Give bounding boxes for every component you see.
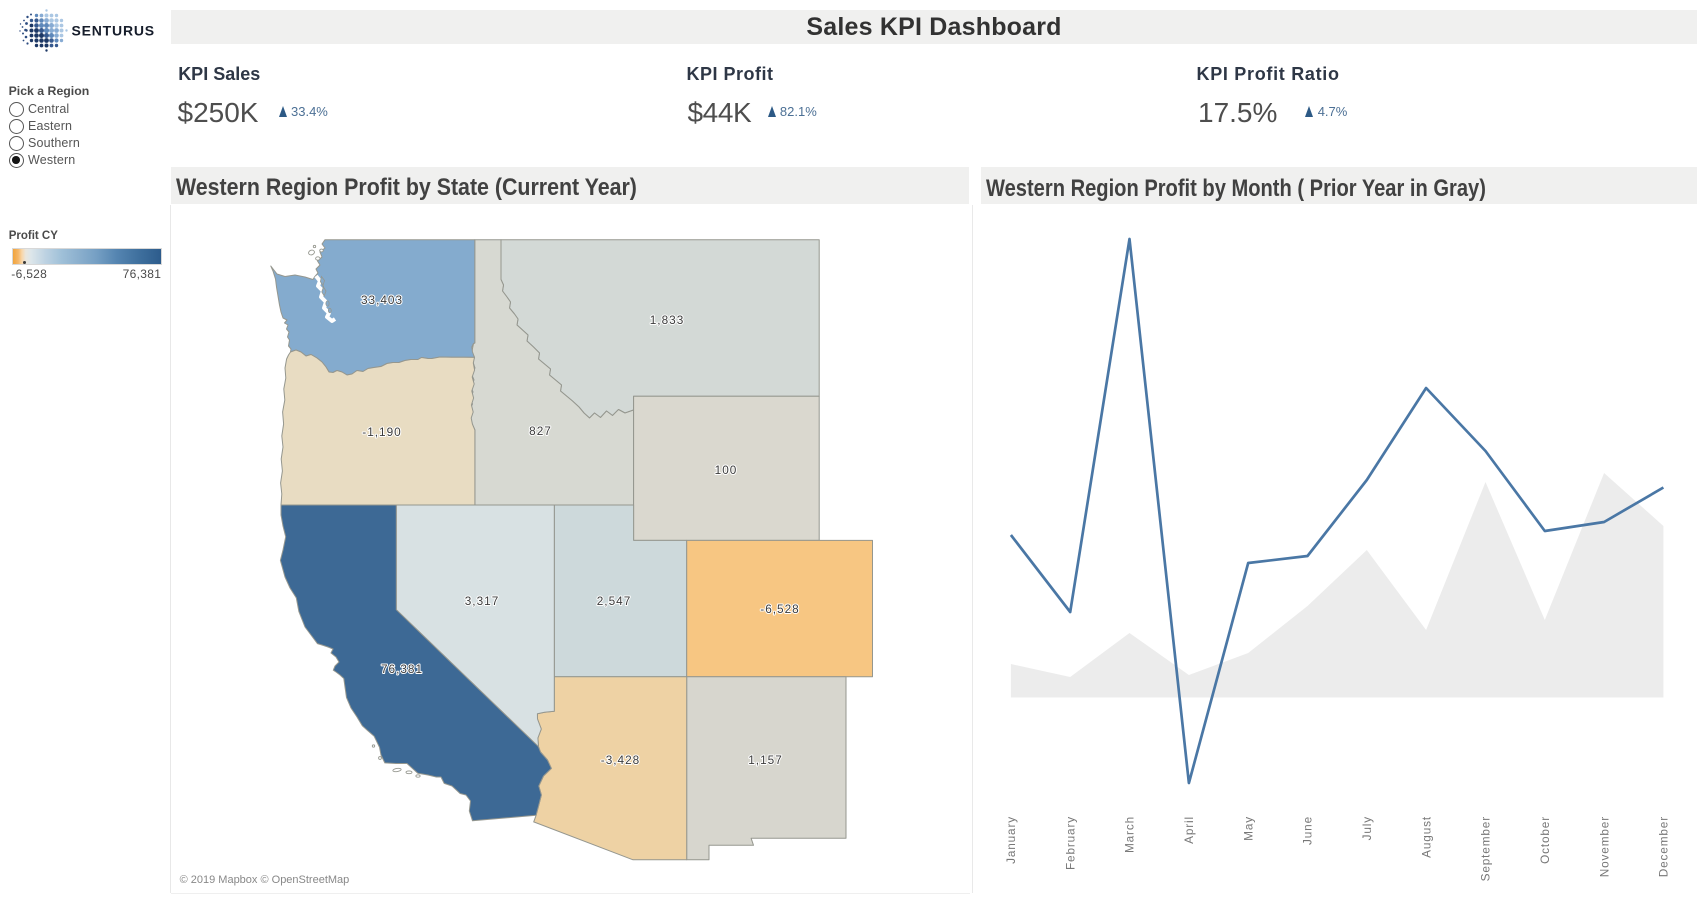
svg-text:76,381: 76,381: [381, 662, 423, 676]
svg-text:33,403: 33,403: [361, 293, 403, 307]
svg-text:October: October: [1538, 816, 1552, 864]
svg-text:1,833: 1,833: [650, 313, 685, 327]
svg-text:-1,190: -1,190: [362, 425, 401, 439]
svg-text:August: August: [1419, 816, 1433, 858]
svg-text:December: December: [1657, 816, 1671, 877]
svg-text:April: April: [1182, 816, 1196, 844]
svg-text:February: February: [1063, 816, 1077, 870]
svg-text:3,317: 3,317: [465, 594, 500, 608]
svg-text:1,157: 1,157: [748, 753, 783, 767]
svg-text:827: 827: [529, 424, 552, 438]
svg-text:2,547: 2,547: [597, 594, 632, 608]
svg-text:January: January: [1004, 816, 1018, 864]
svg-text:March: March: [1123, 816, 1137, 853]
svg-text:November: November: [1597, 816, 1611, 877]
svg-text:100: 100: [715, 463, 738, 477]
svg-text:May: May: [1241, 816, 1255, 841]
svg-text:July: July: [1360, 816, 1374, 840]
svg-text:September: September: [1479, 816, 1493, 881]
svg-text:June: June: [1301, 816, 1315, 845]
svg-text:SENTURUS: SENTURUS: [72, 23, 155, 39]
svg-text:-6,528: -6,528: [760, 602, 799, 616]
svg-text:-3,428: -3,428: [601, 753, 640, 767]
